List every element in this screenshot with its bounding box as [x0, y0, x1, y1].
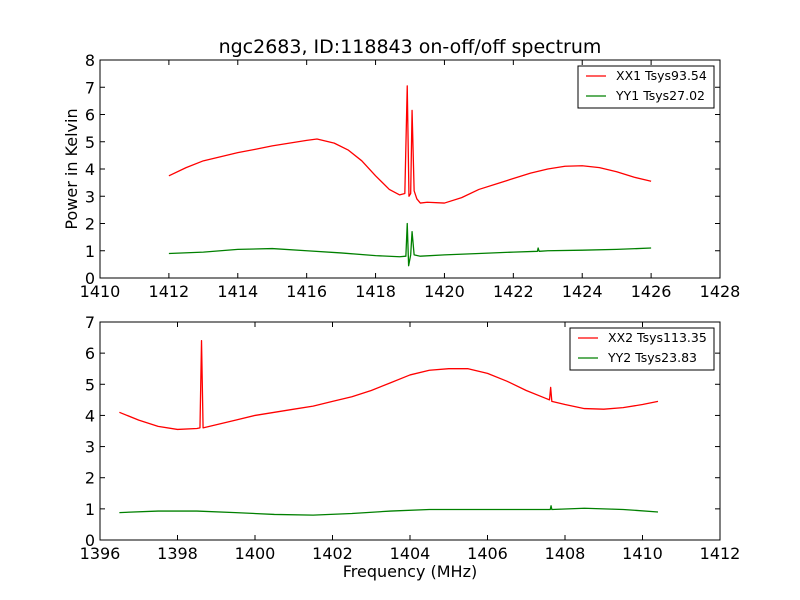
bottom-x-tick-label: 1396 [80, 544, 121, 563]
bottom-legend-label-yy2: YY2 Tsys23.83 [607, 350, 697, 365]
top-x-tick-label: 1412 [149, 282, 190, 301]
bottom-y-tick-label: 1 [85, 500, 95, 519]
top-y-tick-label: 3 [85, 187, 95, 206]
top-chart-title: ngc2683, ID:118843 on-off/off spectrum [219, 36, 602, 58]
bottom-legend-label-xx2: XX2 Tsys113.35 [608, 330, 707, 345]
top-x-tick-label: 1416 [286, 282, 327, 301]
bottom-x-tick-label: 1412 [700, 544, 741, 563]
bottom-series-lines [119, 340, 659, 516]
bottom-x-tick-label: 1398 [157, 544, 198, 563]
bottom-x-tick-label: 1400 [235, 544, 276, 563]
bottom-y-tick-label: 3 [85, 438, 95, 457]
top-y-axis-label: Power in Kelvin [62, 108, 81, 229]
top-y-tick-label: 7 [85, 78, 95, 97]
top-legend: XX1 Tsys93.54 YY1 Tsys27.02 [577, 65, 715, 109]
top-legend-label-xx1: XX1 Tsys93.54 [616, 68, 707, 83]
bottom-y-tick-label: 0 [85, 531, 95, 550]
top-legend-box [577, 65, 715, 109]
bottom-legend: XX2 Tsys113.35 YY2 Tsys23.83 [569, 327, 715, 371]
top-x-tick-label: 1422 [493, 282, 534, 301]
bottom-y-tick-label: 4 [85, 406, 95, 425]
bottom-x-tick-label: 1406 [467, 544, 508, 563]
bottom-x-axis-label: Frequency (MHz) [343, 562, 477, 581]
bottom-subplot: Frequency (MHz) 1396 1398 1400 1402 1404 1406… [80, 313, 741, 581]
bottom-x-tick-label: 1410 [622, 544, 663, 563]
top-x-tick-label: 1426 [631, 282, 672, 301]
top-y-tick-label: 4 [85, 160, 95, 179]
top-legend-label-yy1: YY1 Tsys27.02 [615, 88, 705, 103]
top-axis-ticks: 1410 1412 1414 1416 1418 1420 1422 1424 1426 1428… [80, 51, 741, 301]
top-series-line-0 [168, 85, 652, 204]
top-x-tick-label: 1414 [217, 282, 258, 301]
bottom-x-tick-label: 1404 [390, 544, 431, 563]
bottom-y-tick-label: 7 [85, 313, 95, 332]
bottom-x-tick-label: 1402 [312, 544, 353, 563]
top-y-tick-label: 2 [85, 215, 95, 234]
top-y-tick-label: 5 [85, 133, 95, 152]
top-series-line-1 [168, 222, 652, 267]
top-y-tick-label: 0 [85, 269, 95, 288]
bottom-x-tick-label: 1408 [545, 544, 586, 563]
bottom-series-line-1 [119, 505, 659, 516]
top-series-lines [168, 85, 652, 267]
bottom-y-tick-label: 2 [85, 469, 95, 488]
bottom-y-tick-label: 5 [85, 375, 95, 394]
top-x-tick-label: 1420 [424, 282, 465, 301]
bottom-series-line-0 [119, 340, 659, 431]
top-plot-frame [99, 59, 721, 279]
top-x-tick-label: 1410 [80, 282, 121, 301]
top-x-tick-label: 1418 [355, 282, 396, 301]
bottom-legend-box [569, 327, 715, 371]
bottom-plot-frame [99, 321, 721, 541]
bottom-axis-ticks: 1396 1398 1400 1402 1404 1406 1408 1410 1412 0 1 2 3… [80, 313, 741, 563]
top-y-tick-label: 6 [85, 106, 95, 125]
top-x-tick-label: 1428 [700, 282, 741, 301]
top-subplot: ngc2683, ID:118843 on-off/off spectrum P… [62, 36, 740, 301]
bottom-y-tick-label: 6 [85, 344, 95, 363]
top-y-tick-label: 8 [85, 51, 95, 70]
top-x-tick-label: 1424 [562, 282, 603, 301]
top-y-tick-label: 1 [85, 242, 95, 261]
